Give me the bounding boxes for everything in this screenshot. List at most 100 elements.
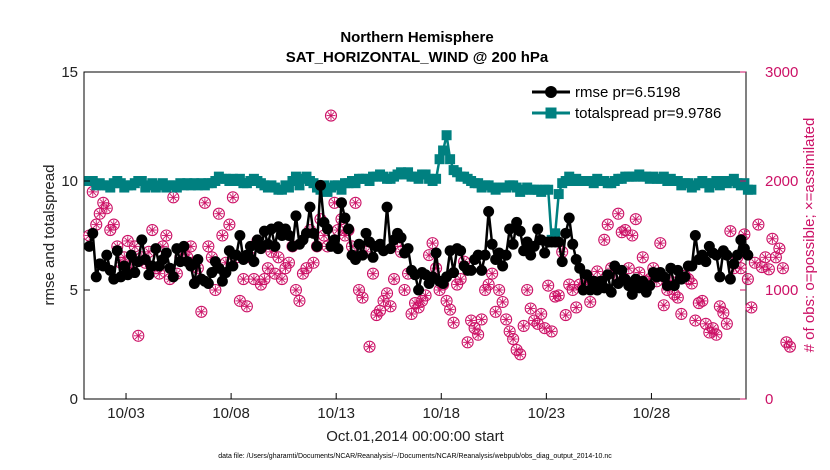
rmse-point bbox=[514, 225, 526, 237]
y-left-label-3: 15 bbox=[61, 64, 78, 81]
obs-point bbox=[710, 328, 723, 341]
rmse-point bbox=[532, 223, 544, 235]
obs-point bbox=[240, 300, 253, 313]
obs-point bbox=[100, 202, 113, 215]
totalspread-point bbox=[543, 184, 554, 195]
rmse-point bbox=[724, 273, 736, 285]
obs-point bbox=[629, 213, 642, 226]
obs-point bbox=[212, 207, 225, 220]
obs-point bbox=[324, 109, 338, 122]
obs-point bbox=[769, 251, 782, 264]
obs-point bbox=[223, 218, 236, 231]
rmse-point bbox=[528, 240, 540, 252]
x-tick-label-5: 10/28 bbox=[633, 405, 671, 422]
rmse-point bbox=[332, 243, 344, 255]
rmse-point bbox=[178, 240, 190, 252]
obs-point bbox=[160, 229, 173, 242]
rmse-point bbox=[455, 245, 467, 257]
rmse-series bbox=[83, 179, 754, 300]
rmse-point bbox=[563, 212, 575, 224]
obs-point bbox=[584, 295, 597, 309]
rmse-point bbox=[192, 253, 204, 265]
obs-point bbox=[521, 283, 534, 297]
rmse-point bbox=[553, 236, 565, 248]
obs-point bbox=[542, 279, 555, 292]
rmse-point bbox=[672, 264, 684, 276]
rmse-point bbox=[395, 232, 407, 244]
obs-point bbox=[500, 313, 513, 326]
obs-point bbox=[132, 329, 145, 342]
obs-point bbox=[507, 332, 520, 346]
obs-point bbox=[671, 291, 684, 304]
obs-point bbox=[759, 251, 772, 264]
rmse-point bbox=[560, 227, 572, 239]
y-axis-right: 0 1000 2000 3000 bbox=[740, 64, 798, 408]
y-left-label-2: 10 bbox=[61, 173, 78, 190]
rmse-point bbox=[321, 223, 333, 235]
rmse-point bbox=[700, 256, 712, 268]
rmse-point bbox=[486, 238, 498, 250]
totalspread-point bbox=[739, 178, 750, 189]
obs-point bbox=[517, 319, 530, 333]
obs-point bbox=[349, 196, 362, 209]
totalspread-point bbox=[550, 228, 561, 239]
rmse-point bbox=[402, 243, 414, 255]
rmse-point bbox=[111, 245, 123, 257]
rmse-point bbox=[139, 253, 151, 265]
obs-point bbox=[472, 328, 485, 341]
y-axis-left: 0 5 10 15 bbox=[61, 64, 90, 408]
rmse-point bbox=[497, 260, 509, 272]
rmse-point bbox=[283, 230, 295, 241]
rmse-point bbox=[742, 249, 754, 261]
rmse-point bbox=[623, 280, 635, 292]
obs-point bbox=[489, 305, 502, 318]
obs-point bbox=[776, 262, 789, 275]
obs-point bbox=[398, 283, 411, 297]
obs-point bbox=[195, 305, 208, 318]
x-tick-label-4: 10/23 bbox=[528, 405, 566, 422]
rmse-point bbox=[335, 197, 347, 209]
obs-point bbox=[524, 302, 537, 315]
rmse-point bbox=[87, 227, 99, 239]
rmse-point bbox=[220, 267, 232, 279]
obs-point bbox=[601, 218, 614, 231]
rmse-point bbox=[307, 227, 319, 239]
rmse-point bbox=[343, 223, 355, 235]
totalspread-point bbox=[283, 182, 294, 193]
obs-point bbox=[766, 232, 779, 245]
obs-point bbox=[720, 317, 733, 330]
obs-point bbox=[783, 340, 796, 353]
obs-point bbox=[419, 289, 432, 302]
obs-point bbox=[300, 262, 313, 275]
obs-point bbox=[363, 340, 376, 353]
data-file-footer: data file: /Users/gharamti/Documents/NCA… bbox=[218, 453, 612, 460]
rmse-point bbox=[143, 269, 155, 281]
obs-point bbox=[198, 196, 211, 209]
obs-point bbox=[356, 291, 369, 304]
rmse-point bbox=[721, 249, 733, 261]
y-right-label-2: 2000 bbox=[765, 173, 798, 190]
y-right-label-1: 1000 bbox=[765, 282, 798, 299]
totalspread-point bbox=[746, 184, 757, 195]
rmse-point bbox=[167, 271, 179, 283]
rmse-point bbox=[465, 264, 477, 276]
obs-point bbox=[741, 273, 754, 286]
legend-totalspread-label: totalspread pr=9.9786 bbox=[575, 105, 721, 122]
chart-title: Northern Hemisphere bbox=[340, 29, 493, 46]
rmse-point bbox=[539, 247, 551, 259]
rmse-point bbox=[686, 260, 698, 272]
rmse-point bbox=[511, 216, 523, 228]
x-tick-label-3: 10/18 bbox=[422, 405, 460, 422]
rmse-point bbox=[269, 240, 281, 252]
rmse-point bbox=[668, 280, 680, 292]
obs-point bbox=[440, 294, 453, 307]
rmse-point bbox=[413, 284, 425, 296]
obs-point bbox=[293, 294, 306, 307]
rmse-point bbox=[160, 247, 172, 259]
obs-point bbox=[752, 218, 765, 231]
obs-point bbox=[282, 256, 295, 269]
obs-point bbox=[685, 277, 698, 290]
rmse-point bbox=[570, 253, 582, 265]
obs-point bbox=[93, 207, 106, 220]
rmse-point bbox=[129, 267, 141, 279]
